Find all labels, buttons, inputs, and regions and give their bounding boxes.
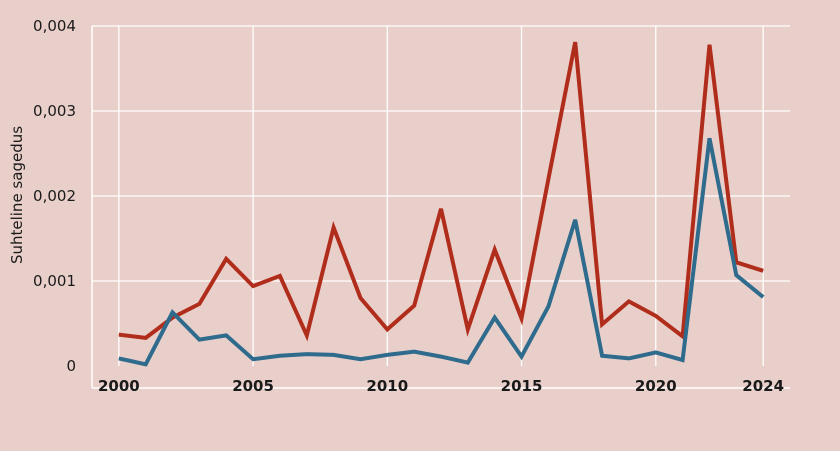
y-tick-label: 0,004 (33, 17, 76, 35)
x-tick-label: 2015 (501, 377, 543, 395)
y-tick-label: 0 (66, 357, 76, 375)
y-tick-label: 0,003 (33, 102, 76, 120)
grid (92, 25, 790, 366)
axes (91, 26, 790, 389)
series (118, 41, 765, 367)
tick-labels: 0 0,001 0,002 0,003 0,004 2000 2005 2010 2015 202… (33, 17, 784, 395)
series-line-2 (118, 137, 765, 367)
y-axis-label: Suhteline sagedus (8, 126, 26, 264)
y-tick-label: 0,001 (33, 272, 76, 290)
x-tick-label: 2010 (366, 377, 408, 395)
series-line-1 (118, 41, 764, 342)
x-tick-label: 2020 (635, 377, 677, 395)
x-tick-label: 2005 (232, 377, 274, 395)
x-tick-label: 2000 (98, 377, 140, 395)
x-tick-label: 2024 (742, 377, 784, 395)
y-tick-label: 0,002 (33, 187, 76, 205)
